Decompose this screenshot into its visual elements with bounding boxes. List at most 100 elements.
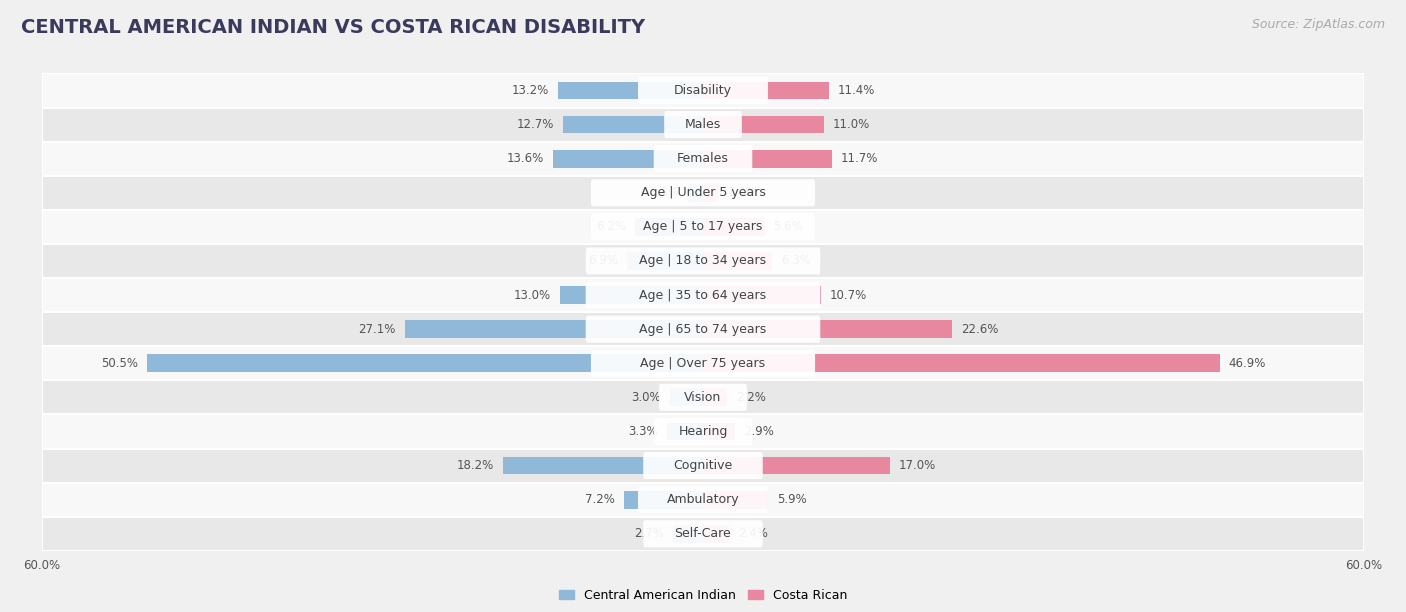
Bar	[703, 218, 765, 236]
Bar	[703, 389, 727, 406]
Bar	[624, 491, 703, 509]
Bar	[703, 252, 772, 270]
Text: 3.3%: 3.3%	[628, 425, 658, 438]
Text: Cognitive: Cognitive	[673, 459, 733, 472]
Bar	[703, 286, 821, 304]
Text: Age | 65 to 74 years: Age | 65 to 74 years	[640, 323, 766, 335]
FancyBboxPatch shape	[42, 449, 1364, 483]
Text: Males: Males	[685, 118, 721, 131]
Text: 13.0%: 13.0%	[513, 289, 551, 302]
FancyBboxPatch shape	[42, 517, 1364, 551]
Bar	[558, 81, 703, 99]
Bar	[703, 491, 768, 509]
Bar	[703, 423, 735, 440]
Text: 12.7%: 12.7%	[517, 118, 554, 131]
Text: CENTRAL AMERICAN INDIAN VS COSTA RICAN DISABILITY: CENTRAL AMERICAN INDIAN VS COSTA RICAN D…	[21, 18, 645, 37]
Bar	[673, 525, 703, 543]
Bar	[689, 184, 703, 201]
Text: 13.2%: 13.2%	[512, 84, 548, 97]
Text: Age | 35 to 64 years: Age | 35 to 64 years	[640, 289, 766, 302]
Bar	[627, 252, 703, 270]
Text: 5.9%: 5.9%	[776, 493, 807, 506]
Text: Vision: Vision	[685, 391, 721, 404]
Text: 2.4%: 2.4%	[738, 528, 768, 540]
FancyBboxPatch shape	[42, 380, 1364, 414]
Text: Self-Care: Self-Care	[675, 528, 731, 540]
Text: 2.7%: 2.7%	[634, 528, 665, 540]
FancyBboxPatch shape	[644, 520, 762, 547]
Bar	[553, 150, 703, 168]
FancyBboxPatch shape	[42, 176, 1364, 210]
Bar	[703, 525, 730, 543]
Bar	[560, 286, 703, 304]
Text: 6.2%: 6.2%	[596, 220, 626, 233]
FancyBboxPatch shape	[42, 312, 1364, 346]
FancyBboxPatch shape	[659, 384, 747, 411]
FancyBboxPatch shape	[591, 214, 815, 241]
Text: 6.3%: 6.3%	[782, 255, 811, 267]
Text: 3.0%: 3.0%	[631, 391, 661, 404]
Bar	[703, 457, 890, 474]
Text: Source: ZipAtlas.com: Source: ZipAtlas.com	[1251, 18, 1385, 31]
Text: Disability: Disability	[673, 84, 733, 97]
Text: Age | Over 75 years: Age | Over 75 years	[641, 357, 765, 370]
Text: 17.0%: 17.0%	[898, 459, 936, 472]
Bar	[703, 116, 824, 133]
FancyBboxPatch shape	[638, 77, 768, 104]
Text: 27.1%: 27.1%	[359, 323, 395, 335]
FancyBboxPatch shape	[42, 346, 1364, 380]
Bar	[703, 354, 1219, 372]
Text: 6.9%: 6.9%	[588, 255, 619, 267]
Text: Females: Females	[678, 152, 728, 165]
Legend: Central American Indian, Costa Rican: Central American Indian, Costa Rican	[558, 589, 848, 602]
Bar	[703, 150, 832, 168]
FancyBboxPatch shape	[586, 282, 820, 308]
Text: 1.4%: 1.4%	[727, 186, 756, 200]
Text: 5.6%: 5.6%	[773, 220, 803, 233]
Text: 1.3%: 1.3%	[650, 186, 681, 200]
Bar	[146, 354, 703, 372]
Text: 46.9%: 46.9%	[1229, 357, 1265, 370]
Text: 7.2%: 7.2%	[585, 493, 614, 506]
FancyBboxPatch shape	[586, 247, 820, 275]
FancyBboxPatch shape	[42, 108, 1364, 141]
Bar	[666, 423, 703, 440]
Text: 50.5%: 50.5%	[101, 357, 138, 370]
Text: 13.6%: 13.6%	[508, 152, 544, 165]
Text: Ambulatory: Ambulatory	[666, 493, 740, 506]
FancyBboxPatch shape	[664, 111, 742, 138]
FancyBboxPatch shape	[42, 244, 1364, 278]
Text: 11.4%: 11.4%	[838, 84, 875, 97]
FancyBboxPatch shape	[42, 483, 1364, 517]
Text: Age | 5 to 17 years: Age | 5 to 17 years	[644, 220, 762, 233]
FancyBboxPatch shape	[586, 316, 820, 343]
Bar	[405, 320, 703, 338]
FancyBboxPatch shape	[42, 210, 1364, 244]
Bar	[669, 389, 703, 406]
Bar	[703, 81, 828, 99]
FancyBboxPatch shape	[591, 349, 815, 377]
FancyBboxPatch shape	[654, 145, 752, 172]
Bar	[634, 218, 703, 236]
Text: 10.7%: 10.7%	[830, 289, 868, 302]
Text: Hearing: Hearing	[678, 425, 728, 438]
Text: 2.9%: 2.9%	[744, 425, 773, 438]
FancyBboxPatch shape	[42, 278, 1364, 312]
FancyBboxPatch shape	[591, 179, 815, 206]
Text: Age | Under 5 years: Age | Under 5 years	[641, 186, 765, 200]
FancyBboxPatch shape	[42, 141, 1364, 176]
Text: 11.7%: 11.7%	[841, 152, 877, 165]
Bar	[703, 320, 952, 338]
FancyBboxPatch shape	[42, 73, 1364, 108]
Bar	[703, 184, 718, 201]
FancyBboxPatch shape	[638, 486, 768, 513]
FancyBboxPatch shape	[42, 414, 1364, 449]
Bar	[564, 116, 703, 133]
Text: 2.2%: 2.2%	[737, 391, 766, 404]
Bar	[502, 457, 703, 474]
Text: Age | 18 to 34 years: Age | 18 to 34 years	[640, 255, 766, 267]
FancyBboxPatch shape	[654, 418, 752, 445]
FancyBboxPatch shape	[644, 452, 762, 479]
Text: 22.6%: 22.6%	[960, 323, 998, 335]
Text: 18.2%: 18.2%	[457, 459, 494, 472]
